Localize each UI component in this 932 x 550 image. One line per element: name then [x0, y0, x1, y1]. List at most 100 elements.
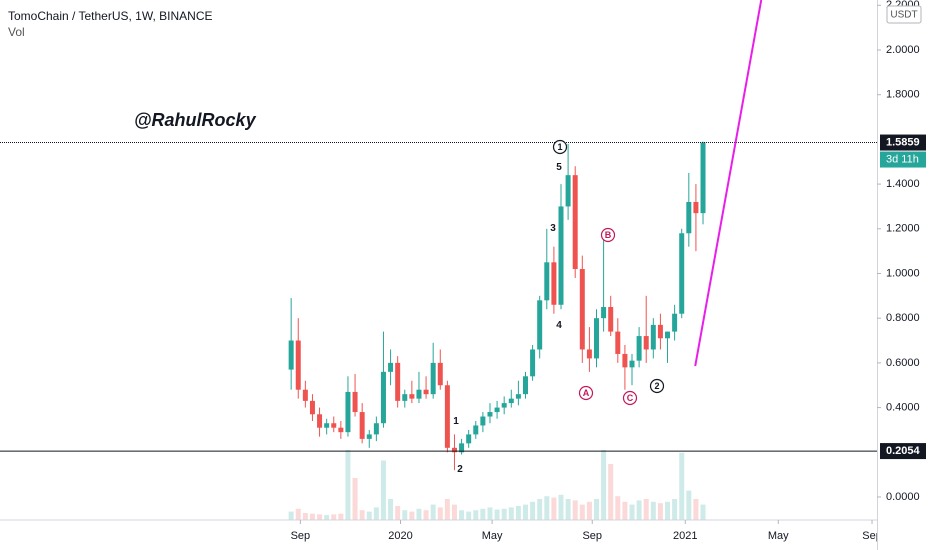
trend-line [694, 0, 763, 367]
currency-badge[interactable] [886, 5, 922, 24]
candle-body [359, 412, 365, 439]
volume-bar [466, 511, 472, 520]
x-tick-label: Sep [291, 530, 311, 542]
y-tick-label: 1.2000 [886, 223, 920, 235]
x-tick-label: Sep [582, 530, 602, 542]
candle-body [586, 349, 592, 359]
x-tick-label: Sep [862, 530, 882, 542]
candle-body [522, 376, 528, 395]
volume-bar [672, 499, 678, 520]
annotation-circle [600, 227, 616, 243]
volume-bar [345, 450, 351, 520]
x-tick-label: 2021 [673, 530, 697, 542]
candle-body [331, 423, 337, 428]
volume-bar [331, 514, 337, 520]
volume-bar [309, 513, 315, 520]
annotation-label: 1 [557, 142, 562, 152]
candle-body [338, 427, 344, 433]
candle-body [672, 313, 678, 332]
volume-bar [537, 499, 543, 520]
candle-body [309, 400, 315, 415]
candle-body [444, 385, 450, 448]
volume-bar [693, 499, 699, 520]
annotation-circle [578, 385, 594, 401]
volume-bar [373, 507, 379, 520]
candle-body [643, 336, 649, 350]
annotation-label: B [605, 230, 612, 240]
volume-bar [650, 501, 656, 520]
price-label-box [880, 134, 926, 151]
candle-body [615, 331, 621, 354]
candle-body [700, 142, 706, 214]
x-tick-label: 2020 [388, 530, 412, 542]
annotation-label: 2 [654, 381, 659, 391]
y-tick-label: 1.4000 [886, 178, 920, 190]
volume-bar [565, 499, 571, 520]
annotation-label: 3 [550, 223, 556, 234]
y-tick-label: 0.6000 [886, 357, 920, 369]
volume-bar [629, 504, 635, 520]
annotation-label: 2 [457, 464, 463, 475]
volume-bar [558, 494, 564, 520]
candle-body [295, 340, 301, 390]
volume-bar [515, 506, 521, 520]
candle-body [558, 206, 564, 305]
candle-body [352, 391, 358, 413]
volume-bar [501, 508, 507, 520]
y-tick-label: 0.0000 [886, 491, 920, 503]
volume-bar [494, 509, 500, 520]
annotation-circle [552, 139, 568, 155]
volume-bar [700, 504, 706, 520]
volume-bar [359, 510, 365, 520]
volume-bar [451, 504, 457, 520]
candle-body [324, 423, 330, 428]
countdown-box [880, 151, 926, 168]
volume-bar [636, 500, 642, 520]
candle-body [430, 362, 436, 395]
currency-label[interactable]: USDT [890, 10, 917, 21]
candle-body [423, 389, 429, 395]
x-tick-label: May [768, 530, 789, 542]
candle-body [601, 307, 607, 319]
candle-body [565, 175, 571, 207]
candle-body [530, 349, 536, 377]
candle-body [437, 362, 443, 386]
volume-bar [437, 507, 443, 520]
candle-body [594, 318, 600, 359]
countdown: 3d 11h [886, 153, 919, 165]
candle-body [388, 362, 394, 372]
candle-body [380, 371, 386, 424]
volume-bar [395, 506, 401, 520]
candle-body [288, 340, 294, 370]
symbol-title: TomoChain / TetherUS, 1W, BINANCE [8, 9, 213, 23]
candle-body [487, 412, 493, 417]
candle-body [657, 324, 663, 339]
volume-bar [288, 511, 294, 520]
y-tick-label: 2.0000 [886, 44, 920, 56]
volume-bar [388, 499, 394, 520]
candle-body [608, 307, 614, 332]
annotation-label: 1 [453, 416, 459, 427]
volume-bar [352, 478, 358, 520]
plot-area [0, 0, 877, 520]
volume-bar [338, 513, 344, 520]
y-tick-label: 0.4000 [886, 401, 920, 413]
volume-bar [302, 513, 308, 520]
candle-body [302, 389, 308, 401]
candle-body [395, 362, 401, 401]
volume-bar [444, 499, 450, 520]
volume-bar [295, 508, 301, 520]
volume-bar [430, 504, 436, 520]
candle-body [373, 423, 379, 435]
volume-bar [317, 514, 323, 520]
candle-body [537, 300, 543, 350]
candle-body [480, 416, 486, 426]
y-tick-label: 0.8000 [886, 312, 920, 324]
volume-bar [530, 501, 536, 520]
candle-body [501, 403, 507, 408]
candle-body [636, 336, 642, 361]
indicator-label: Vol [8, 25, 25, 39]
volume-bar [615, 496, 621, 520]
candle-body [551, 262, 557, 305]
annotation-label: A [583, 388, 590, 398]
